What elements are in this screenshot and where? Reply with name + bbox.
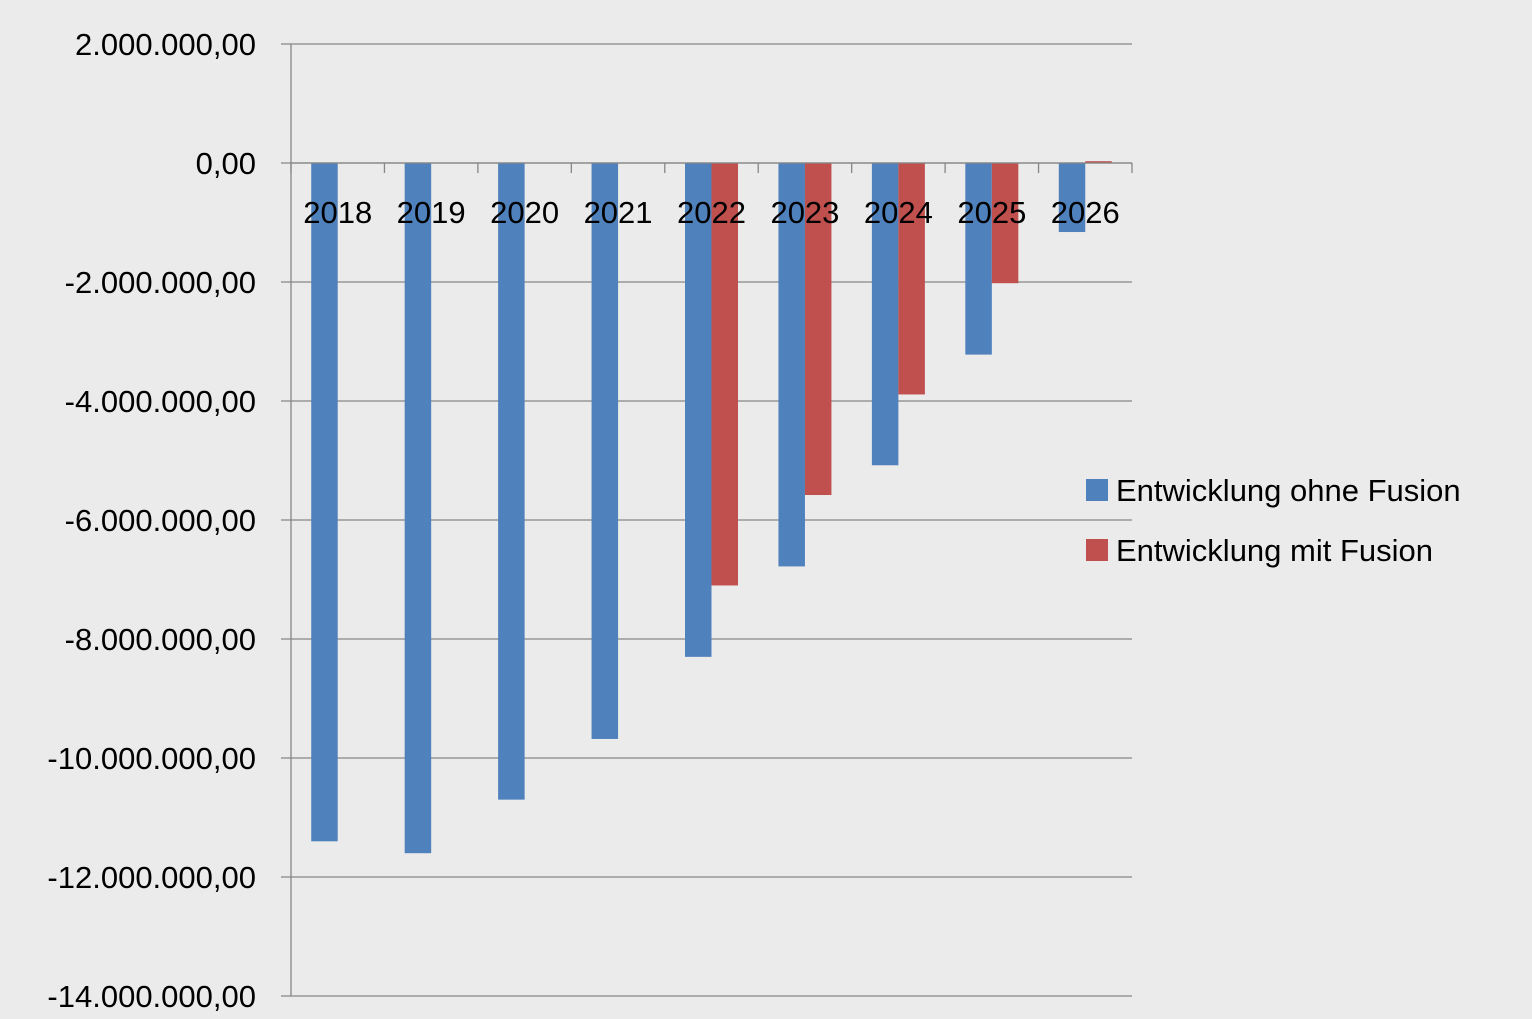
y-tick-label: 0,00 bbox=[196, 146, 256, 181]
bar-mit-fusion-2026 bbox=[1085, 161, 1112, 163]
y-tick-label: -8.000.000,00 bbox=[65, 622, 256, 657]
y-tick-label: -10.000.000,00 bbox=[47, 741, 256, 776]
bar-ohne-fusion-2018 bbox=[311, 163, 338, 842]
x-category-label: 2019 bbox=[397, 195, 466, 230]
bar-ohne-fusion-2024 bbox=[871, 163, 899, 466]
y-tick-label: 2.000.000,00 bbox=[75, 27, 256, 62]
bar-mit-fusion-2022 bbox=[711, 163, 738, 586]
bar-ohne-fusion-2019 bbox=[404, 163, 432, 854]
x-category-label: 2021 bbox=[584, 195, 653, 230]
x-category-label: 2024 bbox=[864, 195, 933, 230]
bars bbox=[311, 161, 1112, 854]
legend-swatch-ohne-fusion bbox=[1086, 479, 1108, 501]
y-tick-label: -2.000.000,00 bbox=[65, 265, 256, 300]
y-tick-label: -14.000.000,00 bbox=[47, 979, 256, 1014]
axes bbox=[290, 44, 1133, 996]
bar-ohne-fusion-2020 bbox=[498, 163, 525, 800]
bar-mit-fusion-2024 bbox=[898, 163, 925, 395]
x-category-label: 2020 bbox=[490, 195, 559, 230]
y-tick-label: -4.000.000,00 bbox=[65, 384, 256, 419]
bar-ohne-fusion-2022 bbox=[685, 163, 712, 657]
bar-mit-fusion-2023 bbox=[804, 163, 832, 496]
legend-swatch-mit-fusion bbox=[1086, 539, 1108, 561]
x-category-label: 2023 bbox=[770, 195, 839, 230]
x-axis-category-labels: 2018 2019 2020 2021 2022 2023 2024 2025 2026 bbox=[303, 195, 1120, 230]
x-category-label: 2022 bbox=[677, 195, 746, 230]
x-category-label: 2026 bbox=[1051, 195, 1120, 230]
y-axis-tick-labels: 2.000.000,00 0,00 -2.000.000,00 -4.000.000,… bbox=[47, 27, 256, 1014]
legend-label: Entwicklung mit Fusion bbox=[1116, 533, 1433, 568]
bar-ohne-fusion-2021 bbox=[591, 163, 619, 739]
y-tick-label: -6.000.000,00 bbox=[65, 503, 256, 538]
bar-mit-fusion-2025 bbox=[991, 163, 1019, 284]
legend: Entwicklung ohne Fusion Entwicklung mit F… bbox=[1086, 473, 1461, 568]
legend-label: Entwicklung ohne Fusion bbox=[1116, 473, 1461, 508]
x-category-label: 2018 bbox=[303, 195, 372, 230]
bar-ohne-fusion-2026 bbox=[1058, 163, 1086, 233]
bar-ohne-fusion-2023 bbox=[778, 163, 805, 567]
x-category-label: 2025 bbox=[957, 195, 1026, 230]
bar-ohne-fusion-2025 bbox=[965, 163, 992, 355]
y-tick-label: -12.000.000,00 bbox=[47, 860, 256, 895]
